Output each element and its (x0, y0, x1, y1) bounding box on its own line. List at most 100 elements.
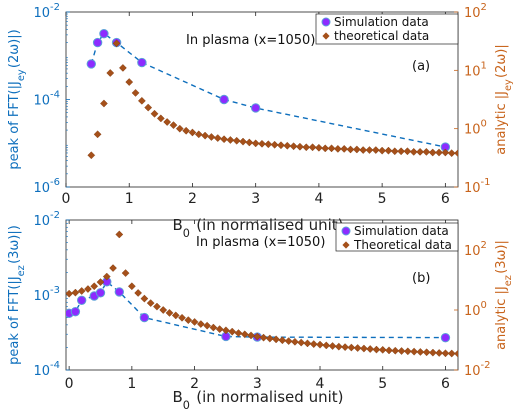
x-tick-label: 1 (127, 376, 136, 392)
simulation-point (139, 312, 150, 323)
legend-box (315, 13, 459, 45)
theoretical-point (258, 139, 266, 148)
theoretical-point (144, 103, 153, 112)
theoretical-point (435, 349, 444, 357)
y-left-tick-label: 10-2 (33, 210, 60, 229)
theoretical-point (322, 341, 331, 350)
theoretical-point (321, 144, 330, 153)
theoretical-point (213, 134, 222, 142)
theoretical-point (390, 147, 399, 156)
simulation-point (114, 287, 125, 297)
x-tick-label: 3 (253, 376, 262, 392)
theoretical-point (207, 133, 216, 141)
theoretical-point (441, 349, 450, 358)
y-left-tick-label: 10-4 (33, 90, 60, 109)
theoretical-point (278, 336, 287, 345)
theoretical-point (215, 325, 224, 334)
simulation-point (95, 288, 106, 298)
theoretical-point (100, 99, 108, 108)
theoretical-point (119, 64, 127, 72)
theoretical-point (409, 147, 418, 156)
simulation-fit-line (90, 32, 446, 148)
theoretical-point (96, 278, 105, 287)
theoretical-point (77, 287, 86, 295)
legend-simulation-label: Simulation data (354, 224, 449, 238)
theoretical-point (341, 343, 349, 351)
theoretical-point (429, 348, 437, 357)
theoretical-point (360, 344, 368, 353)
theoretical-point (403, 347, 412, 356)
y-left-tick-label: 10-3 (33, 285, 60, 304)
theoretical-point (309, 340, 318, 348)
theoretical-point (397, 147, 405, 156)
theoretical-point (359, 146, 368, 154)
x-tick-label: 5 (378, 191, 387, 207)
theoretical-point (403, 147, 412, 156)
theoretical-point (228, 327, 237, 336)
theoretical-point (247, 331, 255, 340)
y-left-axis-label: peak of FFT(|Jez (3ω)|) (7, 225, 27, 365)
theoretical-point (308, 143, 317, 152)
theoretical-point (175, 124, 184, 133)
theoretical-point (297, 338, 306, 347)
theoretical-point (203, 321, 212, 330)
theoretical-point (441, 148, 450, 157)
x-tick-label: 2 (188, 191, 197, 207)
x-tick-label: 0 (62, 191, 71, 207)
theoretical-point (259, 333, 268, 342)
x-tick-label: 0 (65, 376, 74, 392)
theoretical-point (188, 128, 197, 137)
theoretical-point (391, 346, 400, 355)
simulation-point (440, 332, 451, 343)
theoretical-point (296, 142, 304, 151)
simulation-point (76, 295, 87, 305)
theoretical-point (316, 340, 324, 349)
theoretical-point (327, 144, 336, 153)
legend-simulation-label: Simulation data (334, 15, 429, 29)
theoretical-point (265, 334, 274, 343)
theoretical-point (102, 272, 111, 281)
theoretical-point (220, 135, 228, 144)
legend-simulation-marker (321, 17, 331, 27)
plasma-annotation: In plasma (x=1050) (186, 33, 315, 48)
legend-box (335, 222, 459, 252)
theoretical-point (127, 282, 136, 291)
y-right-tick-label: 102 (464, 2, 487, 21)
simulation-point (99, 28, 109, 39)
theoretical-point (397, 347, 406, 355)
theoretical-point (71, 288, 80, 297)
theoretical-point (251, 139, 260, 148)
theoretical-point (264, 140, 273, 149)
theoretical-point (371, 146, 380, 154)
simulation-point (92, 37, 103, 48)
x-tick-label: 6 (441, 376, 450, 392)
theoretical-point (137, 96, 146, 105)
x-tick-label: 5 (378, 376, 387, 392)
theoretical-point (131, 89, 140, 97)
theoretical-point (194, 130, 203, 139)
theoretical-point (184, 316, 193, 325)
theoretical-point (447, 349, 456, 358)
y-right-tick-label: 10-1 (464, 177, 491, 196)
x-tick-label: 2 (190, 376, 199, 392)
theoretical-point (422, 147, 431, 156)
legend-theoretical-label: Theoretical data (353, 238, 452, 252)
theoretical-point (171, 311, 180, 320)
theoretical-point (422, 348, 431, 357)
theoretical-point (134, 289, 143, 297)
theoretical-point (153, 302, 161, 311)
theoretical-point (346, 145, 355, 154)
panel-label: (b) (412, 271, 430, 286)
theoretical-point (234, 329, 243, 337)
chart-panel-a: 0 1 2 3 4 5 6 10-6 10-4 10-2 10-1 100 101 102 B0 (in n… (7, 2, 514, 240)
y-left-tick-label: 10-4 (33, 360, 60, 379)
theoretical-point (106, 69, 115, 77)
theoretical-point (93, 130, 102, 139)
theoretical-point (90, 282, 99, 291)
y-right-tick-label: 102 (464, 240, 487, 259)
theoretical-point (182, 126, 191, 135)
simulation-point (70, 306, 81, 317)
